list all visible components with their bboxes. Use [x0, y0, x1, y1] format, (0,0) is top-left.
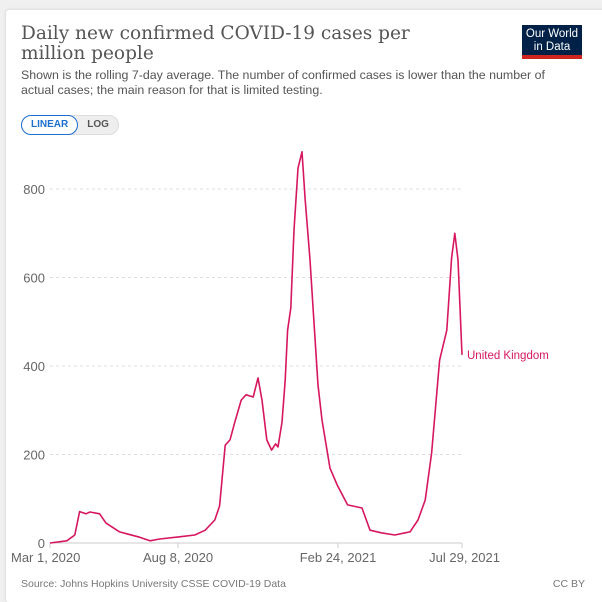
- log-scale-button[interactable]: LOG: [87, 119, 109, 130]
- scale-toggle[interactable]: LINEAR LOG: [21, 115, 119, 135]
- y-tick-label: 800: [23, 182, 45, 197]
- license-link[interactable]: CC BY: [552, 578, 585, 590]
- y-tick-label: 0: [38, 536, 45, 551]
- chart-subtitle: Shown is the rolling 7-day average. The …: [21, 68, 545, 97]
- chart-card: [6, 10, 602, 602]
- y-tick-label: 400: [23, 359, 45, 374]
- x-tick-label: Mar 1, 2020: [11, 550, 80, 565]
- source-note[interactable]: Source: Johns Hopkins University CSSE CO…: [21, 578, 286, 590]
- linear-scale-button[interactable]: LINEAR: [21, 115, 79, 135]
- series-line-united-kingdom: [49, 151, 463, 544]
- x-tick-label: Aug 8, 2020: [143, 550, 213, 565]
- y-tick-label: 600: [23, 271, 45, 286]
- series-label-united-kingdom: United Kingdom: [467, 350, 549, 362]
- x-tick-label: Jul 29, 2021: [429, 550, 500, 565]
- chart-title: Daily new confirmed COVID-19 cases per m…: [21, 23, 410, 64]
- owid-logo[interactable]: Our World in Data: [522, 25, 582, 59]
- y-tick-label: 200: [23, 448, 45, 463]
- x-tick-label: Feb 24, 2021: [300, 550, 377, 565]
